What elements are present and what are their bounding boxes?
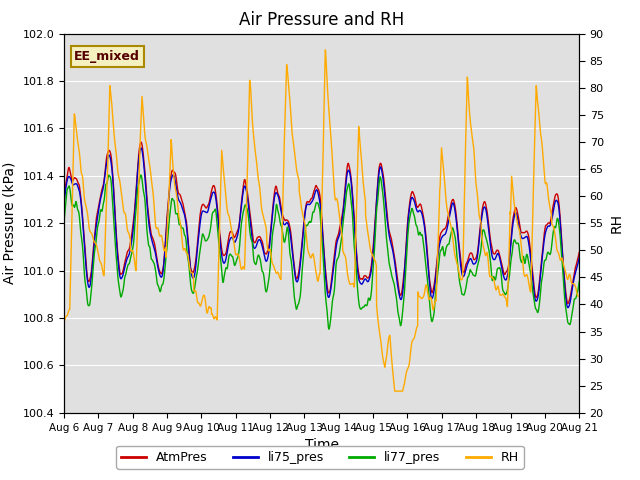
Text: EE_mixed: EE_mixed	[74, 50, 140, 63]
Y-axis label: RH: RH	[609, 213, 623, 233]
X-axis label: Time: Time	[305, 438, 339, 452]
Y-axis label: Air Pressure (kPa): Air Pressure (kPa)	[3, 162, 17, 284]
Title: Air Pressure and RH: Air Pressure and RH	[239, 11, 404, 29]
Legend: AtmPres, li75_pres, li77_pres, RH: AtmPres, li75_pres, li77_pres, RH	[116, 446, 524, 469]
